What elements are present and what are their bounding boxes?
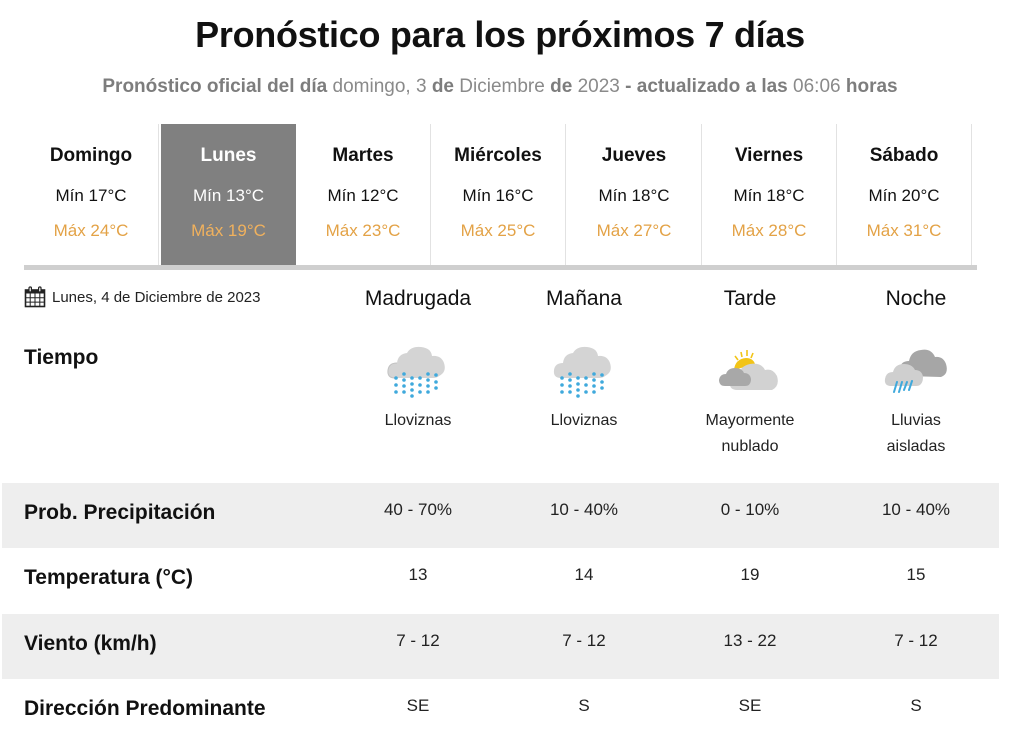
day-min-temp: Mín 13°C (192, 186, 265, 205)
day-tab-sabado[interactable]: Sábado Mín 20°C Máx 31°C (837, 124, 972, 265)
day-name: Miércoles (454, 145, 542, 166)
day-min-temp: Mín 18°C (733, 186, 805, 205)
cell-madrugada: 7 - 12 (396, 631, 440, 650)
desc-line: Lloviznas (550, 412, 618, 429)
row-label: Dirección Predominante (24, 697, 266, 720)
desc-line: aisladas (886, 438, 946, 455)
day-name: Domingo (49, 145, 133, 166)
detail-date-text: Lunes, 4 de Diciembre de 2023 (52, 288, 261, 306)
day-name: Martes (332, 145, 394, 166)
cell-manana: 14 (574, 565, 594, 584)
day-max-temp: Máx 28°C (731, 221, 807, 240)
day-min-temp: Mín 18°C (598, 186, 670, 205)
day-min-temp: Mín 20°C (868, 186, 940, 205)
subtitle-date: domingo, 3 (332, 76, 427, 97)
isolated-showers-icon (884, 349, 947, 393)
weather-madrugada (335, 342, 501, 400)
day-max-temp: Máx 31°C (866, 221, 942, 240)
day-tab-lunes[interactable]: Lunes Mín 13°C Máx 19°C (161, 124, 296, 265)
day-tab-jueves[interactable]: Jueves Mín 18°C Máx 27°C (567, 124, 702, 265)
weather-desc-manana: Lloviznas (501, 408, 667, 434)
day-tab-miercoles[interactable]: Miércoles Mín 16°C Máx 25°C (431, 124, 566, 265)
row-label: Viento (km/h) (24, 632, 157, 655)
row-label: Prob. Precipitación (24, 501, 216, 524)
cell-tarde: 13 - 22 (723, 631, 777, 650)
weather-row-label: Tiempo (24, 346, 99, 369)
weather-tarde (667, 342, 833, 400)
period-manana: Mañana (546, 287, 622, 310)
page-title: Pronóstico para los próximos 7 días (195, 14, 805, 55)
subtitle-de: de (431, 76, 455, 97)
cell-madrugada: 40 - 70% (383, 500, 453, 519)
day-name: Lunes (200, 145, 257, 166)
day-max-temp: Máx 27°C (596, 221, 672, 240)
desc-line: Lluvias (891, 412, 941, 429)
row-wind: Viento (km/h) 7 - 12 7 - 12 13 - 22 7 - … (2, 614, 999, 679)
row-label: Temperatura (°C) (24, 566, 194, 589)
period-noche: Noche (885, 287, 947, 310)
cell-noche: 15 (906, 565, 926, 584)
weather-desc-tarde: Mayormente nublado (667, 408, 833, 460)
cell-tarde: 0 - 10% (720, 500, 780, 519)
day-max-temp: Máx 19°C (191, 221, 266, 240)
cell-noche: S (910, 696, 922, 715)
subtitle-hours-label: horas (845, 76, 898, 97)
row-direction: Dirección Predominante SE S SE S (2, 679, 999, 738)
drizzle-icon (387, 346, 445, 398)
subtitle-time: 06:06 (793, 76, 841, 97)
cell-tarde: SE (738, 696, 762, 715)
weather-desc-madrugada: Lloviznas (335, 408, 501, 434)
day-max-temp: Máx 23°C (325, 221, 401, 240)
subtitle-prefix: Pronóstico oficial del día (102, 76, 328, 97)
cell-manana: 10 - 40% (549, 500, 619, 519)
cell-madrugada: SE (406, 696, 430, 715)
desc-line: Lloviznas (384, 412, 452, 429)
weather-noche (833, 342, 999, 400)
weather-desc-noche: Lluvias aisladas (833, 408, 999, 460)
desc-line: nublado (721, 438, 779, 455)
day-tab-domingo[interactable]: Domingo Mín 17°C Máx 24°C (24, 124, 159, 265)
subtitle-updated-label: - actualizado a las (625, 76, 788, 97)
subtitle-de: de (550, 76, 573, 97)
day-tab-martes[interactable]: Martes Mín 12°C Máx 23°C (296, 124, 431, 265)
period-madrugada: Madrugada (364, 287, 472, 310)
cell-madrugada: 13 (408, 565, 428, 584)
day-min-temp: Mín 12°C (327, 186, 399, 205)
day-max-temp: Máx 24°C (53, 221, 129, 240)
drizzle-icon (553, 346, 611, 398)
day-tabs: Domingo Mín 17°C Máx 24°C Lunes Mín 13°C… (24, 124, 977, 270)
day-name: Jueves (601, 145, 667, 166)
subtitle-month: Diciembre (459, 76, 545, 97)
tabs-bottom-bar (24, 265, 977, 270)
day-min-temp: Mín 17°C (55, 186, 127, 205)
subtitle-year: 2023 (577, 76, 620, 97)
detail-date: Lunes, 4 de Diciembre de 2023 (24, 286, 260, 308)
mostly-cloudy-icon (719, 350, 778, 390)
forecast-subtitle: Pronóstico oficial del día domingo, 3 de… (0, 76, 1000, 98)
day-max-temp: Máx 25°C (460, 221, 536, 240)
day-tab-viernes[interactable]: Viernes Mín 18°C Máx 28°C (702, 124, 837, 265)
calendar-icon (24, 286, 46, 308)
row-temperature: Temperatura (°C) 13 14 19 15 (2, 548, 999, 613)
day-name: Sábado (869, 145, 939, 166)
cell-tarde: 19 (740, 565, 760, 584)
row-precipitation: Prob. Precipitación 40 - 70% 10 - 40% 0 … (2, 483, 999, 548)
day-min-temp: Mín 16°C (462, 186, 534, 205)
cell-manana: 7 - 12 (562, 631, 606, 650)
desc-line: Mayormente (705, 412, 795, 429)
period-tarde: Tarde (723, 287, 777, 310)
day-name: Viernes (734, 145, 804, 166)
cell-noche: 10 - 40% (881, 500, 951, 519)
weather-manana (501, 342, 667, 400)
cell-noche: 7 - 12 (894, 631, 938, 650)
cell-manana: S (578, 696, 590, 715)
